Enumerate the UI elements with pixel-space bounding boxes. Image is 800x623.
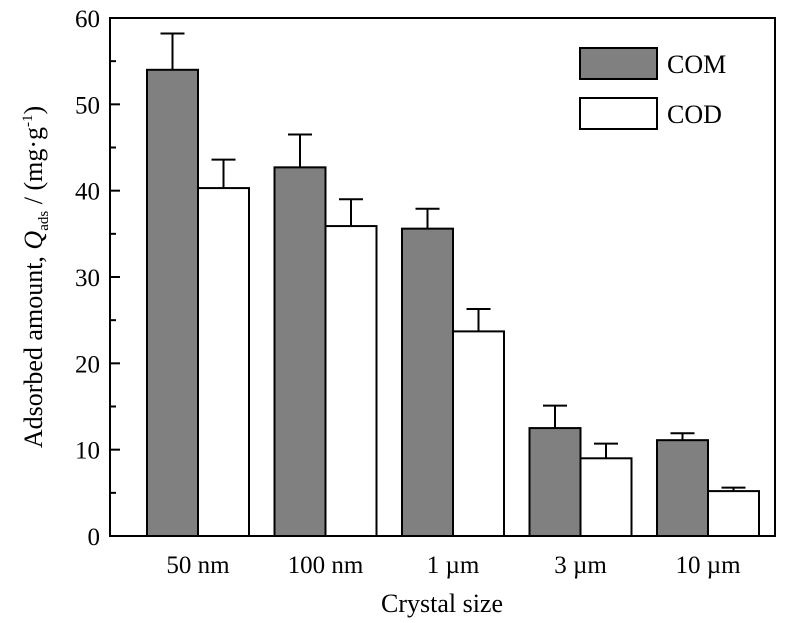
y-axis-title-unit: / (mg·g [19, 127, 48, 211]
y-tick-label: 10 [75, 438, 100, 465]
y-tick-label: 20 [75, 351, 100, 378]
y-axis-title-subscript: ads [36, 211, 52, 231]
y-axis-title-symbol: Q [19, 231, 48, 250]
x-axis: 50 nm 100 nm 1 µm 3 µm 10 µm [166, 528, 741, 579]
legend: COM COD [579, 47, 726, 130]
bar-cod-0 [197, 187, 250, 537]
bar-com-1 [273, 166, 327, 538]
bar-marks [146, 68, 760, 538]
y-tick-label: 30 [75, 265, 100, 292]
y-axis-title-superscript: -1 [20, 115, 36, 128]
error-bars [160, 32, 746, 492]
bar-com-2 [401, 227, 454, 538]
bar-com-3 [528, 427, 582, 538]
legend-swatch-com [579, 47, 658, 80]
x-axis-title: Crystal size [381, 589, 503, 618]
x-tick-label: 50 nm [166, 552, 230, 579]
legend-swatch-cod [579, 97, 658, 130]
x-tick-label: 100 nm [288, 552, 364, 579]
x-tick-label: 3 µm [554, 552, 607, 579]
bar-cod-4 [707, 490, 760, 537]
x-tick-label: 10 µm [675, 552, 741, 579]
legend-label-com: COM [667, 50, 726, 79]
x-tick-label: 1 µm [427, 552, 480, 579]
y-tick-label: 60 [75, 6, 100, 33]
bar-com-0 [146, 68, 199, 538]
bar-com-4 [656, 439, 709, 538]
y-axis-title: Adsorbed amount, Qads / (mg·g-1) [19, 106, 52, 448]
y-tick-label: 0 [88, 524, 101, 551]
bar-cod-3 [579, 457, 633, 537]
bar-cod-2 [452, 330, 505, 538]
bar-cod-1 [324, 225, 378, 538]
y-axis: 0 10 20 30 40 50 60 [75, 6, 120, 551]
y-axis-title-close: ) [19, 106, 48, 115]
y-axis-title-prefix: Adsorbed amount, [19, 250, 48, 449]
legend-label-cod: COD [667, 100, 722, 129]
y-tick-label: 40 [75, 179, 100, 206]
y-tick-label: 50 [75, 92, 100, 119]
